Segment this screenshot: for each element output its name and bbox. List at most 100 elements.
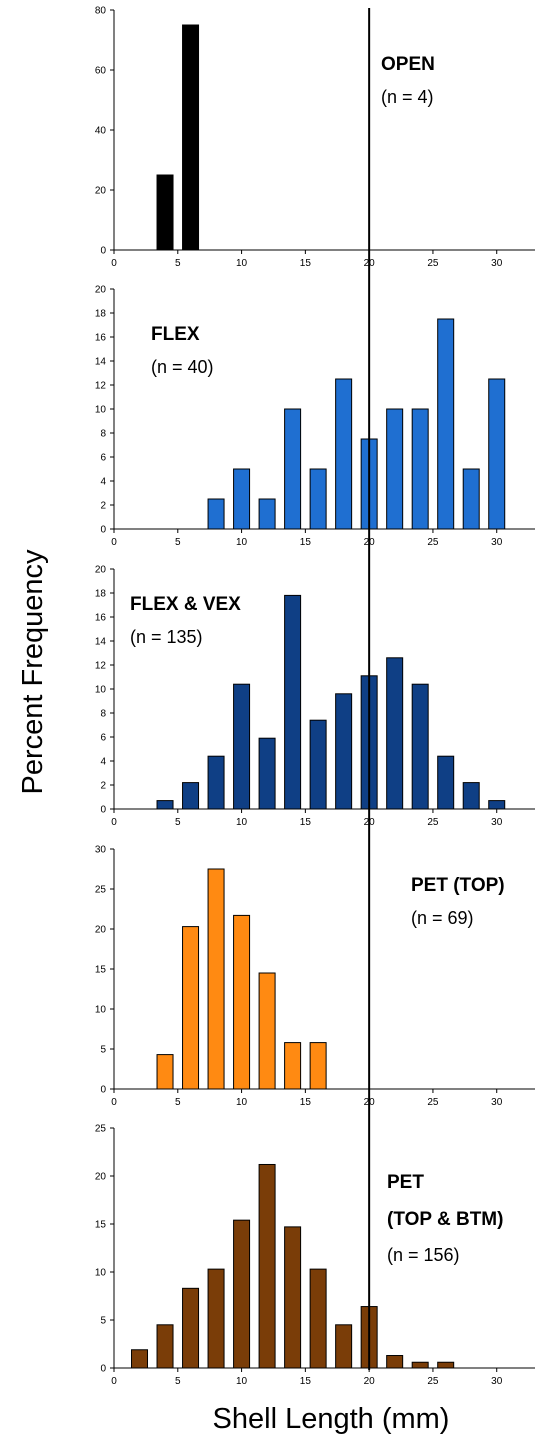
y-tick-label: 5 <box>100 1316 106 1327</box>
x-tick-label: 10 <box>236 1097 248 1108</box>
panel-sample-size: (n = 135) <box>130 627 203 647</box>
x-tick-label: 15 <box>300 537 312 548</box>
x-tick-label: 15 <box>300 1097 312 1108</box>
y-tick-label: 20 <box>95 186 107 197</box>
y-tick-label: 0 <box>100 246 106 257</box>
x-tick-label: 25 <box>427 258 439 269</box>
y-tick-label: 10 <box>95 1268 107 1279</box>
x-tick-label: 20 <box>364 1376 376 1387</box>
bar <box>488 378 506 530</box>
panel-sample-size: (n = 69) <box>411 908 474 928</box>
x-tick-label: 0 <box>111 258 117 269</box>
bar <box>386 1355 404 1369</box>
y-tick-label: 14 <box>95 637 107 648</box>
y-tick-label: 10 <box>95 685 107 696</box>
panel-title: (TOP & BTM) <box>387 1209 503 1230</box>
y-tick-label: 0 <box>100 1364 106 1375</box>
y-tick-label: 30 <box>95 845 107 856</box>
bar <box>309 719 327 810</box>
x-tick-label: 5 <box>175 537 181 548</box>
y-tick-label: 16 <box>95 613 107 624</box>
panel-title: FLEX <box>151 324 200 345</box>
y-tick-label: 15 <box>95 965 107 976</box>
x-tick-label: 10 <box>236 1376 248 1387</box>
y-tick-label: 40 <box>95 126 107 137</box>
x-axis-title: Shell Length (mm) <box>213 1403 450 1435</box>
x-tick-label: 0 <box>111 1097 117 1108</box>
bar <box>335 1324 353 1369</box>
x-tick-label: 25 <box>427 817 439 828</box>
bar <box>386 408 404 530</box>
x-tick-label: 15 <box>300 817 312 828</box>
bar <box>284 408 302 530</box>
bar <box>182 926 200 1090</box>
x-tick-label: 0 <box>111 817 117 828</box>
x-tick-label: 30 <box>491 817 503 828</box>
bar <box>182 24 200 251</box>
y-tick-label: 25 <box>95 1124 107 1135</box>
x-tick-label: 5 <box>175 258 181 269</box>
x-tick-label: 25 <box>427 537 439 548</box>
y-tick-label: 20 <box>95 565 107 576</box>
bar <box>258 972 276 1090</box>
y-tick-label: 20 <box>95 1172 107 1183</box>
bar <box>233 914 251 1090</box>
x-tick-label: 0 <box>111 537 117 548</box>
y-tick-label: 14 <box>95 357 107 368</box>
bar <box>411 1361 429 1369</box>
bar <box>462 782 480 810</box>
bar <box>207 868 225 1090</box>
panel-title: PET (TOP) <box>411 875 505 896</box>
y-tick-label: 10 <box>95 1005 107 1016</box>
x-tick-label: 0 <box>111 1376 117 1387</box>
y-tick-label: 8 <box>100 709 106 720</box>
y-tick-label: 4 <box>100 477 106 488</box>
y-tick-label: 16 <box>95 333 107 344</box>
panel-sample-size: (n = 4) <box>381 87 434 107</box>
bar <box>284 1042 302 1090</box>
y-axis-title: Percent Frequency <box>17 549 49 795</box>
bar <box>156 1324 174 1369</box>
panel-5: 0 5 10 15 20 25 0 5 10 15 20 25 30 PET (TOP & BTM) (n =… <box>95 1124 535 1387</box>
x-tick-label: 10 <box>236 537 248 548</box>
x-tick-label: 30 <box>491 1376 503 1387</box>
bar <box>309 1042 327 1090</box>
panel-sample-size: (n = 40) <box>151 357 214 377</box>
y-tick-label: 2 <box>100 781 106 792</box>
bar <box>233 468 251 530</box>
bar <box>156 174 174 251</box>
histogram-panels: 020406080051015202530OPEN(n = 4)02468101… <box>95 6 535 1387</box>
y-tick-label: 0 <box>100 805 106 816</box>
x-tick-label: 5 <box>175 1376 181 1387</box>
y-tick-label: 6 <box>100 733 106 744</box>
bar <box>284 1226 302 1369</box>
y-tick-label: 4 <box>100 757 106 768</box>
bar <box>411 408 429 530</box>
panel-4: 051015202530051015202530PET (TOP)(n = 69… <box>95 845 535 1108</box>
y-tick-label: 15 <box>95 1220 107 1231</box>
x-tick-label: 10 <box>236 817 248 828</box>
y-tick-label: 2 <box>100 501 106 512</box>
bar <box>309 468 327 530</box>
bar <box>207 755 225 810</box>
x-tick-label: 30 <box>491 258 503 269</box>
panel-sample-size: (n = 156) <box>387 1245 460 1265</box>
bar <box>258 737 276 810</box>
y-tick-label: 60 <box>95 66 107 77</box>
bar <box>462 468 480 530</box>
bar <box>258 498 276 530</box>
x-tick-label: 30 <box>491 1097 503 1108</box>
y-tick-label: 6 <box>100 453 106 464</box>
y-tick-label: 0 <box>100 1085 106 1096</box>
bar <box>258 1163 276 1369</box>
bar <box>335 378 353 530</box>
panel-2: 02468101214161820051015202530FLEX(n = 40… <box>95 285 535 548</box>
bar <box>207 498 225 530</box>
y-tick-label: 8 <box>100 429 106 440</box>
y-tick-label: 20 <box>95 925 107 936</box>
bar <box>182 1287 200 1369</box>
bar <box>156 1054 174 1090</box>
x-tick-label: 5 <box>175 1097 181 1108</box>
panel-3: 02468101214161820051015202530FLEX & VEX(… <box>95 565 535 828</box>
